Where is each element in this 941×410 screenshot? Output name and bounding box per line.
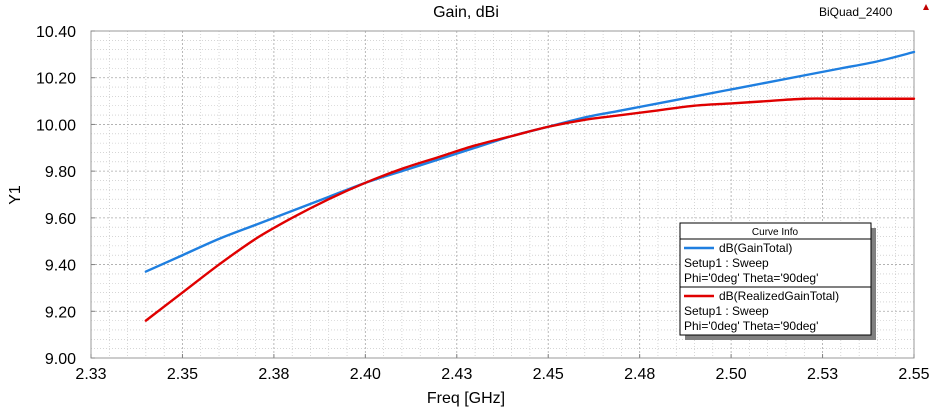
y-tick-label: 9.60 <box>45 211 76 228</box>
plot-area-frame <box>90 30 915 359</box>
series-line-realizedgaintotal[interactable] <box>144 97 916 322</box>
x-tick-label: 2.38 <box>258 366 289 383</box>
y-tick-label: 9.20 <box>45 304 76 321</box>
legend-series-name-realizedgaintotal: dB(RealizedGainTotal) <box>719 289 839 303</box>
x-tick-label: 2.53 <box>807 366 838 383</box>
x-tick-label: 2.55 <box>898 366 929 383</box>
design-name: BiQuad_2400 <box>819 5 893 19</box>
chart-title: Gain, dBi <box>433 4 499 21</box>
legend-series-params-gaintotal: Phi='0deg' Theta='90deg' <box>684 271 818 285</box>
x-tick-label: 2.50 <box>716 366 747 383</box>
y-axis-ticks: 9.00 9.20 9.40 9.60 9.80 10.00 10.20 10.40 <box>36 24 95 368</box>
x-axis-ticks: 2.33 2.35 2.38 2.40 2.43 2.45 2.48 2.50 2.53 2.55 <box>75 354 930 383</box>
x-tick-label: 2.40 <box>350 366 381 383</box>
legend-box <box>679 222 872 336</box>
ansys-logo-icon <box>923 4 929 10</box>
legend-series-setup-realizedgaintotal: Setup1 : Sweep <box>684 304 769 318</box>
design-name-group: BiQuad_2400 <box>819 4 929 19</box>
curve-info-legend[interactable]: Curve Info dB(GainTotal) Setup1 : Sweep … <box>679 222 876 340</box>
y-tick-label: 9.40 <box>45 258 76 275</box>
legend-header: Curve Info <box>752 227 799 238</box>
x-tick-label: 2.48 <box>624 366 655 383</box>
y-axis-title: Y1 <box>7 185 24 205</box>
grid-minor <box>91 31 914 358</box>
legend-series-setup-gaintotal: Setup1 : Sweep <box>684 256 769 270</box>
legend-series-params-realizedgaintotal: Phi='0deg' Theta='90deg' <box>684 319 818 333</box>
y-tick-label: 10.20 <box>36 71 76 88</box>
x-tick-label: 2.43 <box>441 366 472 383</box>
x-axis-title: Freq [GHz] <box>427 390 505 407</box>
series-lines <box>144 50 916 322</box>
x-tick-label: 2.45 <box>533 366 564 383</box>
y-tick-label: 9.80 <box>45 164 76 181</box>
y-tick-label: 10.40 <box>36 24 76 41</box>
x-tick-label: 2.35 <box>167 366 198 383</box>
x-tick-label: 2.33 <box>75 366 106 383</box>
y-tick-label: 9.00 <box>45 351 76 368</box>
y-tick-label: 10.00 <box>36 117 76 134</box>
legend-series-name-gaintotal: dB(GainTotal) <box>719 241 792 255</box>
